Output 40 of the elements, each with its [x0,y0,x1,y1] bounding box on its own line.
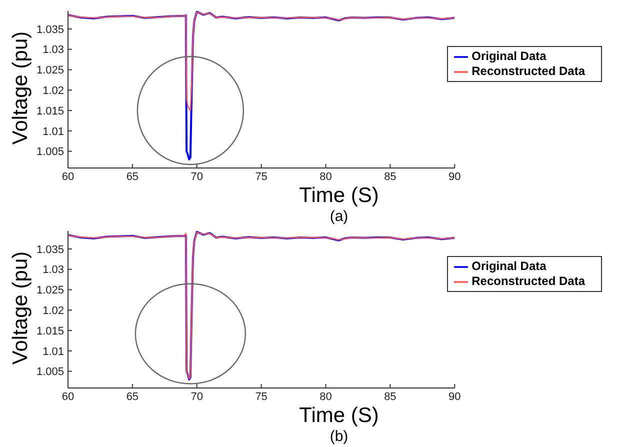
y-tick-label: 1.025 [36,284,64,297]
text: (b) [328,428,350,445]
y-tick-label: 1.03 [42,44,64,56]
x-tick-label: 75 [255,170,268,183]
x-tick-label: 90 [448,170,461,183]
y-tick-label: 1.015 [36,105,64,118]
x-tick-label: 70 [190,390,203,403]
legend-label: Original Data [472,259,546,273]
line-series [68,11,455,160]
y-tick-label: 1.01 [42,346,64,358]
y-tick-label: 1.005 [36,366,64,378]
x-tick-label: 60 [62,170,74,183]
y-tick-label: 1.035 [36,244,64,256]
y-tick-label: 1.01 [42,126,64,138]
y-tick-label: 1.005 [36,146,64,158]
x-tick-label: 90 [448,390,461,403]
text: (a) [328,208,350,225]
y-tick-label: 1.035 [36,24,64,36]
x-axis-title: Time (S) [298,184,380,208]
legend-label: Reconstructed Data [472,274,585,288]
line-series [68,12,455,112]
legend-label: Reconstructed Data [472,64,585,78]
y-tick-label: 1.02 [42,85,64,98]
x-tick-label: 75 [255,390,268,403]
x-tick-label: 80 [320,170,332,183]
y-axis-title: Voltage (pu) [9,30,33,147]
y-axis-title: Voltage (pu) [9,250,33,367]
x-tick-label: 85 [384,390,396,403]
x-tick-label: 65 [126,390,139,403]
x-tick-label: 85 [384,170,396,183]
y-tick-label: 1.025 [36,64,64,77]
y-tick-label: 1.03 [42,264,64,276]
y-tick-label: 1.015 [36,325,64,338]
x-tick-label: 80 [320,390,332,403]
x-axis-title: Time (S) [298,404,380,428]
x-tick-label: 65 [126,170,139,183]
x-tick-label: 60 [62,390,74,403]
y-tick-label: 1.02 [42,305,64,318]
x-tick-label: 70 [190,170,203,183]
legend-label: Original Data [472,49,546,63]
